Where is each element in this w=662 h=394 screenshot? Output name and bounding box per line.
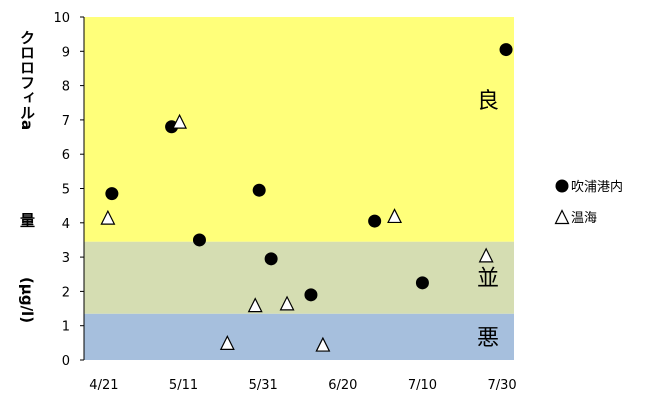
legend-marker-0 — [555, 179, 569, 193]
y-label-part-1: 量 — [18, 213, 36, 228]
y-tick-label-9: 9 — [62, 45, 70, 60]
series-0-point-2 — [192, 233, 206, 247]
y-tick-label-2: 2 — [62, 285, 70, 300]
series-0-point-3 — [252, 183, 266, 197]
series-1-point-3 — [247, 297, 263, 313]
series-0-point-0 — [105, 187, 119, 201]
y-tick-label-3: 3 — [62, 251, 70, 266]
legend-label-1: 温海 — [571, 211, 597, 226]
y-tick-label-8: 8 — [62, 80, 70, 95]
series-1-point-6 — [387, 208, 403, 224]
y-label-part-0: クロロフィルa — [18, 30, 36, 130]
x-tick-label-3: 6/20 — [328, 378, 357, 393]
series-0-point-5 — [304, 288, 318, 302]
y-tick-label-5: 5 — [62, 183, 70, 198]
y-tick-label-1: 1 — [62, 320, 70, 335]
series-0-point-4 — [264, 252, 278, 266]
x-tick-label-4: 7/10 — [408, 378, 437, 393]
y-tick-label-0: 0 — [62, 354, 70, 369]
zones-layer: 悪並良 — [84, 17, 514, 360]
points-layer — [100, 43, 513, 352]
zone-band-1 — [84, 241, 514, 314]
series-1-point-7 — [478, 247, 494, 263]
series-1-point-5 — [315, 336, 331, 352]
zone-label-1: 並 — [477, 267, 499, 292]
series-1-point-2 — [219, 335, 235, 350]
series-1-point-1 — [172, 113, 188, 129]
x-tick-label-1: 5/11 — [169, 378, 198, 393]
x-ticks-layer: 4/21 5/11 5/31 6/20 7/10 7/30 — [89, 378, 516, 393]
zone-label-0: 悪 — [477, 326, 499, 351]
y-axis-label: クロロフィルa 量 (μg/l) — [18, 30, 36, 323]
y-tick-label-4: 4 — [62, 217, 70, 232]
series-1-point-4 — [279, 295, 295, 311]
x-tick-label-0: 4/21 — [89, 378, 118, 393]
series-0-point-8 — [499, 43, 513, 57]
x-tick-label-2: 5/31 — [249, 378, 278, 393]
series-0-point-7 — [415, 276, 429, 290]
legend-label-0: 吹浦港内 — [571, 179, 623, 195]
zone-label-2: 良 — [477, 89, 499, 114]
series-1-point-0 — [100, 209, 116, 225]
y-tick-label-10: 10 — [53, 11, 70, 26]
y-label-part-2: (μg/l) — [18, 277, 36, 323]
legend-marker-1 — [554, 209, 570, 225]
series-0-point-6 — [368, 214, 382, 228]
zone-band-2 — [84, 17, 514, 242]
x-tick-label-5: 7/30 — [487, 378, 516, 393]
zone-band-0 — [84, 313, 514, 360]
y-tick-label-6: 6 — [62, 148, 70, 163]
y-tick-label-7: 7 — [62, 114, 70, 129]
y-ticks-layer: 0 1 2 3 4 5 6 7 8 9 10 — [53, 11, 84, 369]
